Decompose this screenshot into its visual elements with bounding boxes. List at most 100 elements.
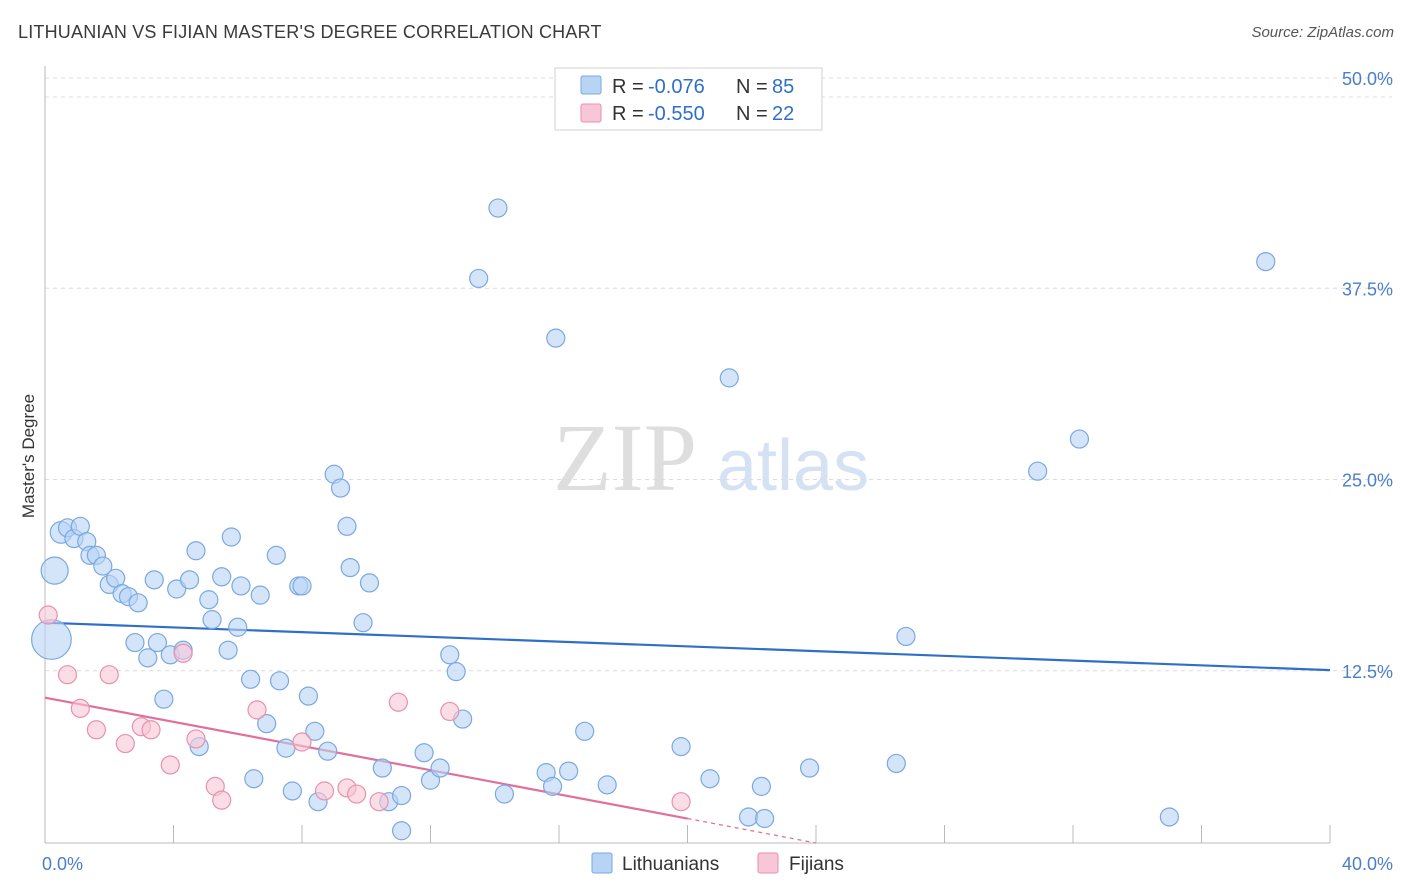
lithuanians-point-71	[597, 775, 617, 795]
lithuanians-point-34	[244, 769, 264, 789]
lithuanians-point-76	[751, 776, 771, 796]
fijians-point-13	[247, 700, 267, 720]
fijians-trend-line	[44, 696, 688, 820]
lithuanians-point-69	[559, 761, 579, 781]
lithuanians-point-61	[446, 662, 466, 682]
lithuanians-point-43	[298, 686, 319, 706]
lithuanians-point-59	[430, 758, 450, 778]
lithuanians-point-30	[221, 527, 241, 547]
lithuanians-point-64	[488, 198, 508, 218]
lithuanians-point-68	[546, 328, 566, 348]
lithuanians-point-28	[212, 567, 232, 587]
watermark-atlas: atlas	[717, 426, 869, 506]
lithuanians-point-32	[231, 576, 251, 596]
fijians-point-18	[369, 792, 389, 812]
lithuanians-point-14	[128, 593, 148, 613]
lithuanians-point-9	[93, 556, 113, 576]
lithuanians-point-19	[154, 689, 174, 709]
lithuanians-point-0	[31, 619, 72, 660]
lithuanians-point-26	[199, 590, 219, 610]
lithuanians-trend-line	[44, 621, 1331, 672]
fijians-point-5	[115, 733, 135, 754]
chart-title: LITHUANIAN VS FIJIAN MASTER'S DEGREE COR…	[18, 22, 602, 42]
bottom-legend-fijians: Fijians	[789, 854, 844, 875]
lithuanians-point-75	[738, 807, 759, 827]
lithuanians-point-42	[292, 576, 312, 596]
lithuanians-point-77	[754, 808, 775, 829]
lithuanians-point-16	[138, 648, 158, 668]
fijians-point-7	[141, 720, 161, 740]
y-tick-label-1: 25.0%	[1342, 471, 1393, 491]
lithuanians-point-82	[1069, 429, 1090, 449]
fijians-point-3	[86, 720, 107, 740]
lithuanians-point-33	[241, 669, 261, 689]
y-tick-label-0: 12.5%	[1342, 662, 1393, 682]
lithuanians-point-23	[179, 570, 200, 590]
lithuanians-point-49	[337, 516, 357, 536]
legend-n-value-1: 85	[772, 76, 794, 98]
fijians-point-19	[388, 692, 408, 712]
series-legend: Lithuanians Fijians	[591, 852, 844, 875]
lithuanians-point-38	[269, 671, 290, 691]
fijians-point-15	[314, 781, 335, 801]
lithuanians-point-44	[305, 721, 325, 741]
lithuanians-point-40	[282, 781, 302, 801]
lithuanians-point-72	[671, 737, 691, 757]
fijians-point-9	[173, 643, 193, 663]
lithuanians-point-52	[359, 573, 380, 593]
lithuanians-point-36	[257, 714, 277, 734]
bottom-legend-swatch-fijians	[757, 852, 779, 874]
fijians-point-17	[347, 784, 367, 804]
lithuanians-point-48	[330, 478, 351, 498]
legend-swatch-lithuanians	[580, 75, 602, 95]
lithuanians-point-37	[266, 545, 286, 565]
fijians-point-1	[57, 665, 78, 685]
fijians-point-2	[70, 698, 90, 718]
lithuanians-point-60	[440, 645, 460, 665]
lithuanians-point-63	[469, 268, 489, 289]
lithuanians-point-29	[218, 640, 238, 660]
legend-r-label-2: R =	[612, 103, 644, 125]
lithuanians-point-53	[372, 758, 392, 778]
lithuanians-point-78	[799, 758, 820, 778]
fijians-point-0	[38, 605, 58, 625]
lithuanians-point-79	[886, 753, 906, 774]
fijians-point-8	[160, 755, 180, 775]
watermark-zip: ZIP	[553, 404, 697, 511]
lithuanians-point-70	[575, 721, 595, 741]
fijians-point-14	[292, 732, 312, 752]
lithuanians-point-55	[391, 821, 412, 841]
stats-legend: R = -0.076 N = 85 R = -0.550 N = 22	[554, 67, 823, 131]
fijians-point-4	[99, 665, 119, 685]
y-axis-label: Master's Degree	[19, 394, 38, 518]
lithuanians-point-65	[494, 784, 514, 804]
legend-r-value-2: -0.550	[648, 103, 705, 125]
lithuanians-point-57	[414, 743, 434, 763]
x-tick-label-0: 0.0%	[42, 854, 83, 874]
lithuanians-point-17	[144, 570, 164, 590]
lithuanians-point-24	[186, 541, 206, 561]
lithuanians-point-80	[896, 626, 916, 647]
lithuanians-point-39	[276, 738, 296, 758]
legend-r-label-1: R =	[612, 76, 644, 98]
source-label: Source: ZipAtlas.com	[1251, 24, 1394, 41]
lithuanians-point-51	[353, 613, 373, 633]
bottom-legend-swatch-lithuanians	[591, 852, 613, 874]
lithuanians-point-74	[719, 368, 739, 388]
lithuanians-point-31	[228, 617, 248, 637]
legend-r-value-1: -0.076	[648, 76, 705, 98]
lithuanians-point-50	[340, 557, 360, 578]
legend-n-label-1: N =	[736, 76, 768, 98]
bottom-legend-lithuanians: Lithuanians	[622, 854, 719, 875]
fijians-point-20	[440, 701, 460, 722]
fijians-point-12	[212, 790, 232, 810]
legend-swatch-fijians	[580, 103, 602, 123]
lithuanians-point-35	[250, 585, 270, 605]
fijians-trend-extension	[687, 817, 817, 844]
x-tick-label-1: 40.0%	[1342, 854, 1393, 874]
lithuanians-point-84	[1256, 252, 1276, 272]
lithuanians-point-1	[40, 556, 69, 585]
lithuanians-point-56	[391, 785, 412, 806]
lithuanians-point-81	[1028, 461, 1048, 481]
lithuanians-point-73	[700, 769, 720, 789]
